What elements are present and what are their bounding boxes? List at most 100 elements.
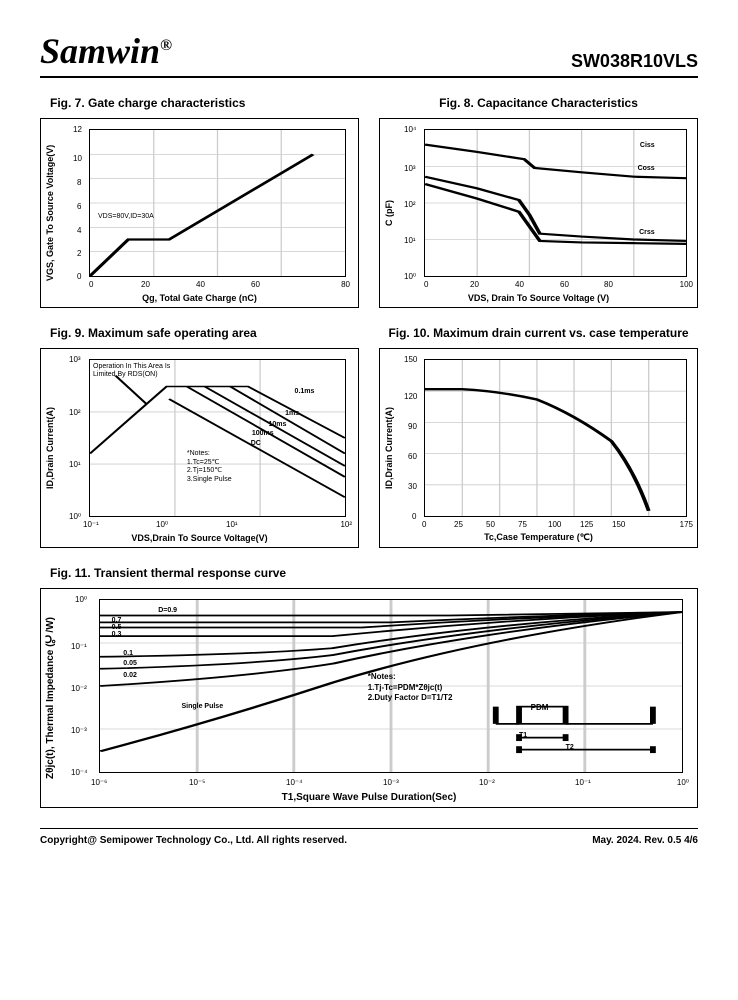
fig9-xlabel: VDS,Drain To Source Voltage(V) <box>131 533 267 543</box>
fig11-xtick-5: 10⁻¹ <box>575 778 591 787</box>
fig10-chart: ID,Drain Current(A) 0 25 50 75 100 125 <box>379 348 698 548</box>
fig9-annot1: Operation In This Area Is Limited By RDS… <box>93 363 170 378</box>
fig11-d3: 0.3 <box>112 631 122 638</box>
fig10-ytick-0: 0 <box>412 512 416 521</box>
fig8-xtick-5: 100 <box>680 280 693 289</box>
fig9-chart: ID,Drain Current(A) Opera <box>40 348 359 548</box>
fig8-label-coss: Coss <box>638 165 655 172</box>
fig7-ytick-4: 8 <box>77 178 81 187</box>
fig10-xtick-1: 25 <box>454 520 463 529</box>
fig7-ytick-0: 0 <box>77 272 81 281</box>
fig8-ytick-3: 10³ <box>404 164 416 173</box>
fig11-ytick-3: 10⁻¹ <box>71 642 87 651</box>
page-container: Samwin® SW038R10VLS Fig. 7. Gate charge … <box>0 0 738 876</box>
fig7-ylabel: VGS, Gate To Source Voltage(V) <box>45 133 55 293</box>
fig11-xtick-4: 10⁻² <box>479 778 495 787</box>
fig7-ytick-5: 10 <box>73 154 82 163</box>
brand-text: Samwin <box>40 31 160 71</box>
fig8-xlabel: VDS, Drain To Source Voltage (V) <box>468 293 609 303</box>
fig11-ylabel: Zθjc(t), Thermal Impedance (℃/W) <box>45 598 56 798</box>
fig7-title: Fig. 7. Gate charge characteristics <box>40 96 359 110</box>
page-header: Samwin® SW038R10VLS <box>40 30 698 78</box>
fig7-xtick-3: 60 <box>251 280 260 289</box>
fig11-xtick-3: 10⁻³ <box>383 778 399 787</box>
fig9-notes: *Notes: 1.Tc=25℃ 2.Tj=150℃ 3.Single Puls… <box>187 450 232 484</box>
fig8-title: Fig. 8. Capacitance Characteristics <box>379 96 698 110</box>
fig11-chart: Zθjc(t), Thermal Impedance (℃/W) <box>40 588 698 808</box>
fig10-svg <box>425 360 686 516</box>
fig8-xtick-3: 60 <box>560 280 569 289</box>
registered-mark: ® <box>160 37 172 54</box>
fig9-ytick-2: 10² <box>69 408 81 417</box>
fig11-t2: T2 <box>566 744 574 751</box>
fig10-ylabel: ID,Drain Current(A) <box>384 388 394 508</box>
fig10-ytick-5: 150 <box>404 355 417 364</box>
fig11-d0: D=0.9 <box>158 607 177 614</box>
fig11-xtick-2: 10⁻⁴ <box>286 778 303 787</box>
fig10-xtick-0: 0 <box>422 520 426 529</box>
fig9-title: Fig. 9. Maximum safe operating area <box>40 326 359 340</box>
fig11-xtick-0: 10⁻⁶ <box>91 778 107 787</box>
fig8-chart: C (pF) Ciss Coss Crss 0 <box>379 118 698 308</box>
fig9-xtick-2: 10¹ <box>226 520 238 529</box>
fig10-ytick-1: 30 <box>408 482 417 491</box>
fig7-ytick-1: 2 <box>77 249 81 258</box>
fig9-xtick-0: 10⁻¹ <box>83 520 99 529</box>
fig9-pulse-4: DC <box>251 440 261 447</box>
fig8-ytick-2: 10² <box>404 200 416 209</box>
fig11-ytick-0: 10⁻⁴ <box>71 768 88 777</box>
fig9-svg <box>90 360 345 516</box>
fig9-ylabel: ID,Drain Current(A) <box>45 388 55 508</box>
fig8-xtick-4: 80 <box>604 280 613 289</box>
fig7-ytick-6: 12 <box>73 125 82 134</box>
fig10-title: Fig. 10. Maximum drain current vs. case … <box>379 326 698 340</box>
fig11-title: Fig. 11. Transient thermal response curv… <box>40 566 698 580</box>
fig8-plot: Ciss Coss Crss <box>424 129 687 277</box>
fig10-ytick-2: 60 <box>408 452 417 461</box>
fig7-container: Fig. 7. Gate charge characteristics VGS,… <box>40 96 359 308</box>
fig11-xtick-6: 10⁰ <box>677 778 689 787</box>
fig11-d4: 0.1 <box>123 650 133 657</box>
fig11-ytick-1: 10⁻³ <box>71 726 87 735</box>
fig9-pulse-2: 10ms <box>268 421 286 428</box>
fig8-ytick-0: 10⁰ <box>404 272 416 281</box>
row-2: Fig. 9. Maximum safe operating area ID,D… <box>40 326 698 548</box>
fig7-chart: VGS, Gate To Source Voltage(V) VDS=80V,I… <box>40 118 359 308</box>
fig11-d7: Single Pulse <box>181 703 223 710</box>
fig11-plot: D=0.9 0.7 0.5 0.3 0.1 0.05 0.02 Single P… <box>99 599 683 773</box>
fig10-xtick-7: 175 <box>680 520 693 529</box>
fig8-ytick-4: 10⁴ <box>404 125 416 134</box>
fig9-ytick-3: 10³ <box>69 355 81 364</box>
fig11-xtick-1: 10⁻⁵ <box>189 778 205 787</box>
fig11-ytick-4: 10⁰ <box>75 595 87 604</box>
fig9-pulse-1: 1ms <box>285 410 299 417</box>
fig7-xtick-2: 40 <box>196 280 205 289</box>
fig9-xtick-1: 10⁰ <box>156 520 168 529</box>
fig11-d6: 0.02 <box>123 672 137 679</box>
fig8-xtick-0: 0 <box>424 280 428 289</box>
fig10-ytick-4: 120 <box>404 392 417 401</box>
footer-revision: May. 2024. Rev. 0.5 4/6 <box>592 835 698 846</box>
fig10-container: Fig. 10. Maximum drain current vs. case … <box>379 326 698 548</box>
fig7-xlabel: Qg, Total Gate Charge (nC) <box>142 293 257 303</box>
fig7-xtick-1: 20 <box>141 280 150 289</box>
fig10-plot <box>424 359 687 517</box>
fig8-container: Fig. 8. Capacitance Characteristics C (p… <box>379 96 698 308</box>
fig10-xtick-5: 125 <box>580 520 593 529</box>
fig8-label-crss: Crss <box>639 229 655 236</box>
fig8-ylabel: C (pF) <box>384 183 394 243</box>
fig10-xtick-4: 100 <box>548 520 561 529</box>
fig9-ytick-0: 10⁰ <box>69 512 81 521</box>
fig8-svg <box>425 130 686 276</box>
fig7-xtick-4: 80 <box>341 280 350 289</box>
fig11-t1: T1 <box>519 732 527 739</box>
fig10-ytick-3: 90 <box>408 422 417 431</box>
fig7-ytick-2: 4 <box>77 226 81 235</box>
fig10-xtick-3: 75 <box>518 520 527 529</box>
page-footer: Copyright@ Semipower Technology Co., Ltd… <box>40 828 698 846</box>
fig7-ytick-3: 6 <box>77 202 81 211</box>
fig11-d5: 0.05 <box>123 660 137 667</box>
fig9-plot: Operation In This Area Is Limited By RDS… <box>89 359 346 517</box>
fig11-ytick-2: 10⁻² <box>71 684 87 693</box>
part-number: SW038R10VLS <box>571 51 698 72</box>
